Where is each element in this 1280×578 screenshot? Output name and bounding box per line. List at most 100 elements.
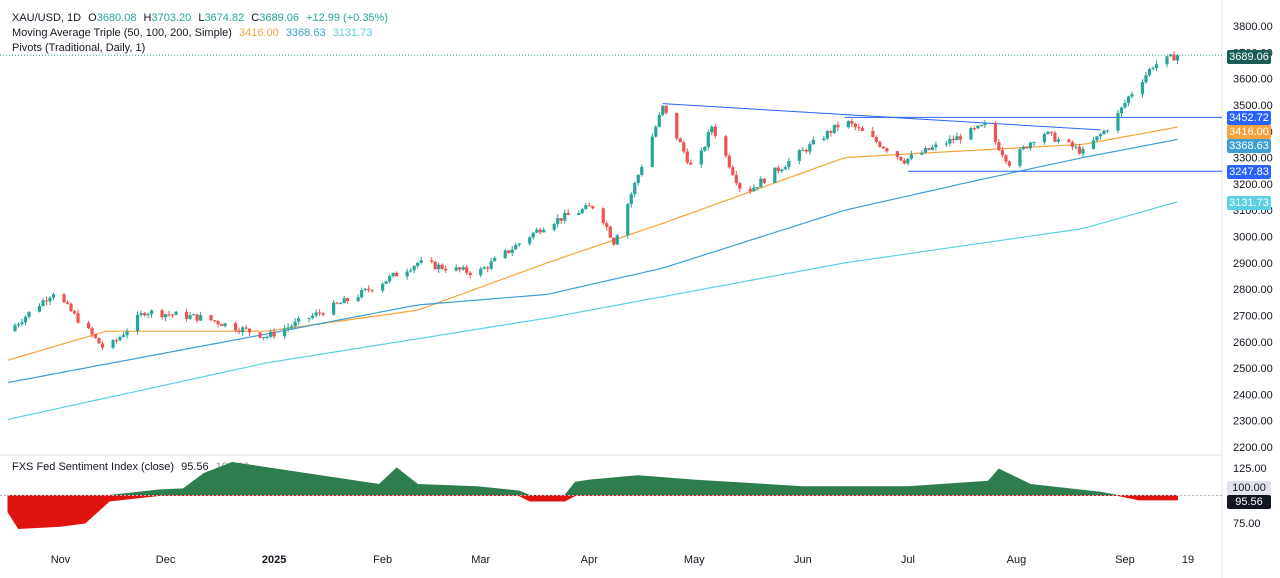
candle-body: [342, 298, 346, 304]
candle-body: [160, 310, 164, 318]
candle-body: [458, 267, 462, 270]
candle-body: [1049, 131, 1054, 133]
ma-legend: Moving Average Triple (50, 100, 200, Sim…: [12, 26, 372, 40]
candle-body: [944, 143, 948, 145]
candle-body: [1147, 69, 1152, 76]
candle-body: [174, 311, 178, 315]
candle-body: [1105, 130, 1110, 132]
candle-body: [13, 325, 17, 332]
time-axis-tick: Feb: [373, 554, 392, 566]
candle-body: [983, 123, 987, 126]
candle-body: [727, 155, 731, 168]
candle-body: [146, 314, 150, 316]
close-label: C: [251, 12, 260, 24]
candle-body: [433, 261, 437, 270]
candle-body: [734, 174, 738, 184]
candle-body: [237, 330, 241, 333]
time-axis-tick: Jul: [901, 554, 915, 566]
low-label: L: [198, 12, 205, 24]
pivots-label: Pivots (Traditional, Daily, 1): [12, 42, 146, 54]
candle-body: [391, 272, 395, 277]
candle-body: [909, 154, 913, 159]
candle-body: [636, 174, 640, 183]
candle-body: [258, 332, 262, 338]
candle-body: [1123, 102, 1127, 108]
candle-body: [969, 128, 973, 140]
candle-body: [388, 276, 392, 282]
candle-body: [405, 271, 409, 277]
candle-body: [1126, 96, 1131, 103]
candle-body: [118, 336, 122, 341]
candle-body: [356, 297, 360, 302]
candle-body: [899, 156, 903, 161]
candle-body: [832, 124, 836, 133]
candle-body: [762, 178, 766, 183]
price-axis-tick: 3500.00: [1233, 100, 1273, 112]
candle-body: [874, 137, 878, 142]
price-axis-tick: 2500.00: [1233, 363, 1273, 375]
candle-body: [759, 178, 763, 188]
candle-body: [167, 314, 171, 316]
candle-body: [346, 298, 350, 302]
candle-body: [605, 223, 609, 227]
candle-body: [503, 250, 507, 258]
candle-body: [311, 315, 315, 319]
candle-body: [608, 226, 612, 238]
candle-body: [139, 313, 143, 315]
price-pane: [0, 51, 1222, 420]
candle-body: [240, 327, 245, 333]
candle-body: [62, 294, 66, 303]
candle-body: [188, 315, 192, 319]
candle-body: [787, 160, 791, 168]
low-value: 3674.82: [204, 12, 245, 24]
sentiment-positive-area: [8, 461, 1178, 496]
candle-body: [1025, 146, 1029, 149]
candle-body: [920, 152, 924, 155]
candle-body: [272, 331, 276, 337]
candle-body: [538, 229, 542, 233]
candle-body: [811, 139, 815, 145]
sentiment-axis-tick: 125.00: [1233, 463, 1267, 475]
price-axis-tick: 3300.00: [1233, 153, 1273, 165]
candle-body: [979, 125, 984, 127]
candle-body: [1028, 142, 1033, 149]
candle-body: [738, 183, 742, 189]
candle-body: [559, 218, 563, 221]
candle-body: [416, 262, 420, 266]
candle-body: [41, 300, 45, 306]
candle-body: [23, 316, 28, 323]
candle-body: [290, 326, 294, 328]
candle-body: [507, 250, 511, 253]
candle-body: [27, 311, 31, 317]
candle-body: [149, 310, 154, 315]
candle-body: [829, 131, 833, 133]
candle-body: [1116, 113, 1120, 131]
candle-body: [699, 150, 703, 165]
candle-body: [626, 204, 630, 236]
candle-body: [955, 136, 959, 141]
candle-body: [801, 149, 805, 151]
candle-body: [1077, 146, 1082, 154]
time-axis-tick: Jun: [794, 554, 812, 566]
time-axis-tick: May: [684, 554, 705, 566]
candle-body: [1165, 56, 1169, 65]
candle-body: [121, 335, 126, 337]
candle-body: [682, 142, 686, 152]
candle-body: [713, 126, 717, 137]
candle-body: [580, 209, 584, 214]
candle-body: [661, 105, 665, 115]
candle-body: [297, 318, 301, 322]
candle-body: [797, 150, 801, 161]
sentiment-base-tag: 100.00: [1227, 481, 1271, 495]
candle-body: [678, 138, 682, 143]
time-axis-tick: Mar: [471, 554, 490, 566]
candle-body: [100, 343, 105, 348]
candle-body: [198, 315, 203, 321]
ma-line: [7, 138, 1178, 384]
candle-body: [269, 331, 273, 337]
candle-body: [437, 264, 441, 270]
candle-body: [367, 288, 371, 291]
price-axis-tick: 3600.00: [1233, 74, 1273, 86]
candle-body: [20, 322, 24, 325]
